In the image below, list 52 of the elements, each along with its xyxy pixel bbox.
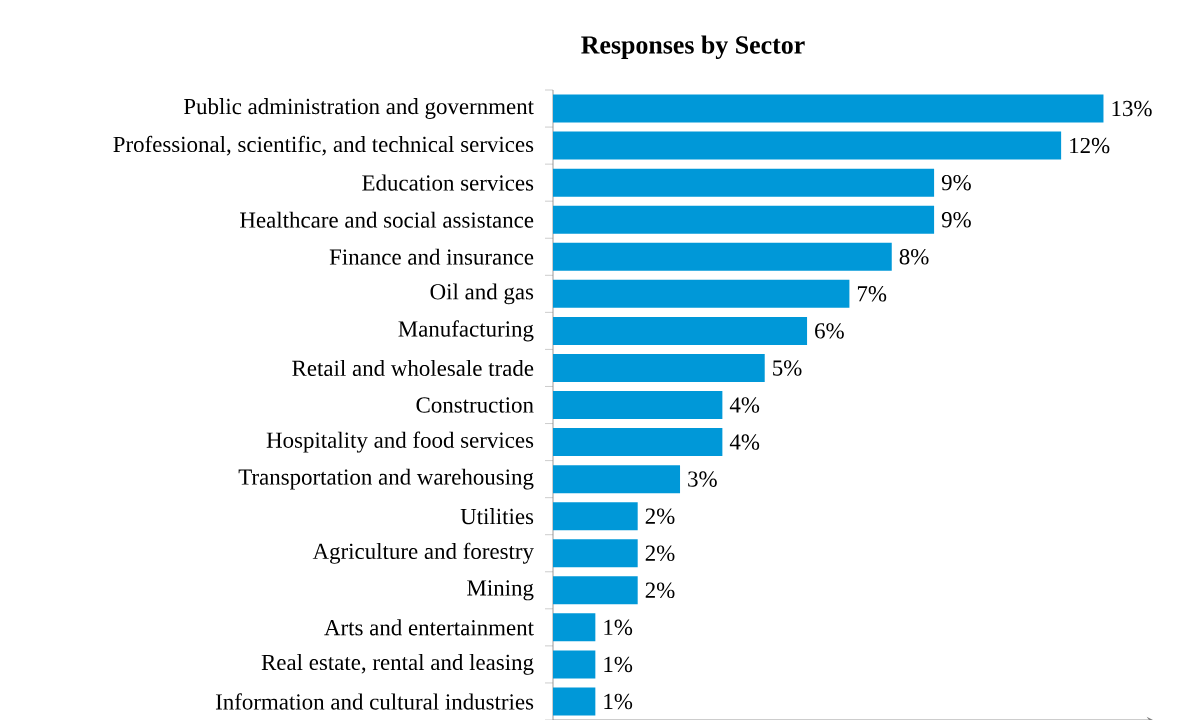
- y-tick-label: Healthcare and social assistance: [240, 211, 534, 228]
- data-label: 2%: [645, 508, 675, 524]
- y-tick-label: Construction: [416, 397, 534, 413]
- data-label: 2%: [645, 582, 675, 599]
- data-label: 9%: [941, 174, 971, 191]
- bar: [553, 650, 596, 679]
- bar: [553, 613, 596, 642]
- data-label: 13%: [1112, 100, 1152, 117]
- bar: [553, 576, 638, 605]
- data-label: 9%: [941, 211, 971, 228]
- y-tick-label: Manufacturing: [398, 320, 534, 342]
- data-label: 3%: [688, 471, 717, 487]
- data-label: 1%: [604, 693, 633, 710]
- y-tick-label: Oil and gas: [430, 283, 534, 305]
- data-label: 1%: [604, 656, 633, 673]
- y-tick-label: Education services: [362, 174, 534, 191]
- bar: [553, 94, 1104, 123]
- y-tick-label: Professional, scientific, and technical services: [113, 135, 534, 156]
- bar: [553, 428, 723, 457]
- bar: [553, 539, 638, 568]
- data-label: 12%: [1070, 137, 1110, 154]
- data-label: 4%: [729, 434, 760, 450]
- bar: [553, 687, 596, 716]
- y-tick-label: Transportation and warehousing: [238, 468, 534, 490]
- data-label: 6%: [815, 323, 844, 339]
- y-tick-label: Real estate, rental and leasing: [261, 653, 534, 675]
- data-label: 5%: [773, 360, 802, 376]
- y-tick-label: Agriculture and forestry: [312, 542, 534, 564]
- bar: [553, 316, 808, 345]
- y-tick-label: Arts and entertainment: [324, 619, 534, 636]
- bar: [553, 168, 935, 197]
- y-tick-label: Public administration and government: [183, 98, 534, 119]
- bar: [553, 279, 850, 308]
- bar: [553, 353, 765, 382]
- bar: [553, 131, 1062, 160]
- y-tick-label: Hospitality and food services: [266, 431, 534, 453]
- data-label: 2%: [645, 545, 675, 562]
- chart-title: Responses by Sector: [581, 35, 805, 60]
- bar: [553, 502, 638, 531]
- data-label: 4%: [729, 397, 760, 413]
- data-label: 1%: [604, 619, 633, 636]
- data-label: 8%: [899, 249, 929, 265]
- bar: [553, 391, 723, 420]
- y-tick-label: Utilities: [460, 508, 534, 525]
- bar: [553, 465, 681, 494]
- data-label: 7%: [857, 286, 887, 302]
- bar: [553, 205, 935, 234]
- y-tick-label: Retail and wholesale trade: [292, 359, 534, 376]
- y-tick-label: Mining: [467, 580, 534, 601]
- bar: [553, 242, 892, 271]
- y-tick-label: Information and cultural industries: [215, 693, 534, 710]
- y-tick-label: Finance and insurance: [329, 248, 534, 265]
